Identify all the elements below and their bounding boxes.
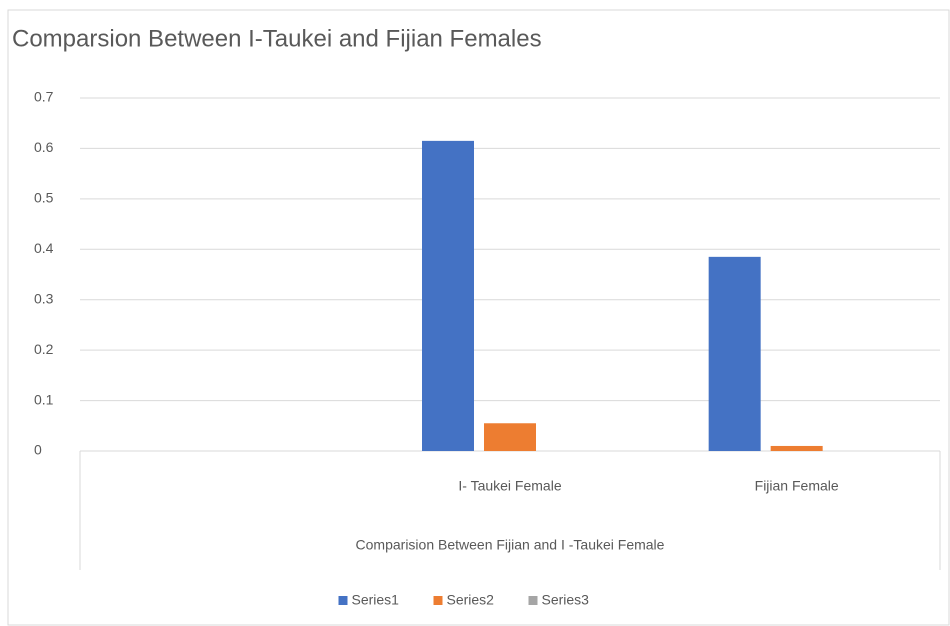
y-tick-label: 0	[34, 442, 42, 458]
bar	[422, 140, 474, 451]
legend-label: Series3	[542, 592, 590, 608]
y-tick-label: 0.3	[34, 290, 54, 306]
x-axis-label: Comparision Between Fijian and I -Taukei…	[356, 537, 665, 553]
bar	[484, 423, 536, 451]
legend-swatch	[433, 596, 443, 605]
x-tick-label: I- Taukei Female	[458, 478, 561, 494]
y-tick-label: 0.7	[34, 89, 54, 105]
y-tick-label: 0.1	[34, 391, 54, 407]
y-tick-label: 0.2	[34, 341, 54, 357]
x-tick-label: Fijian Female	[755, 478, 839, 494]
y-tick-label: 0.4	[34, 240, 54, 256]
y-tick-label: 0.5	[34, 190, 54, 206]
y-tick-label: 0.6	[34, 139, 54, 155]
chart-frame	[7, 9, 950, 626]
chart-title: Comparsion Between I-Taukei and Fijian F…	[12, 25, 542, 52]
bar	[708, 256, 761, 451]
legend-swatch	[338, 596, 348, 605]
bar	[770, 445, 823, 451]
legend-label: Series2	[447, 592, 495, 608]
legend-swatch	[528, 596, 538, 605]
legend-label: Series1	[352, 592, 400, 608]
